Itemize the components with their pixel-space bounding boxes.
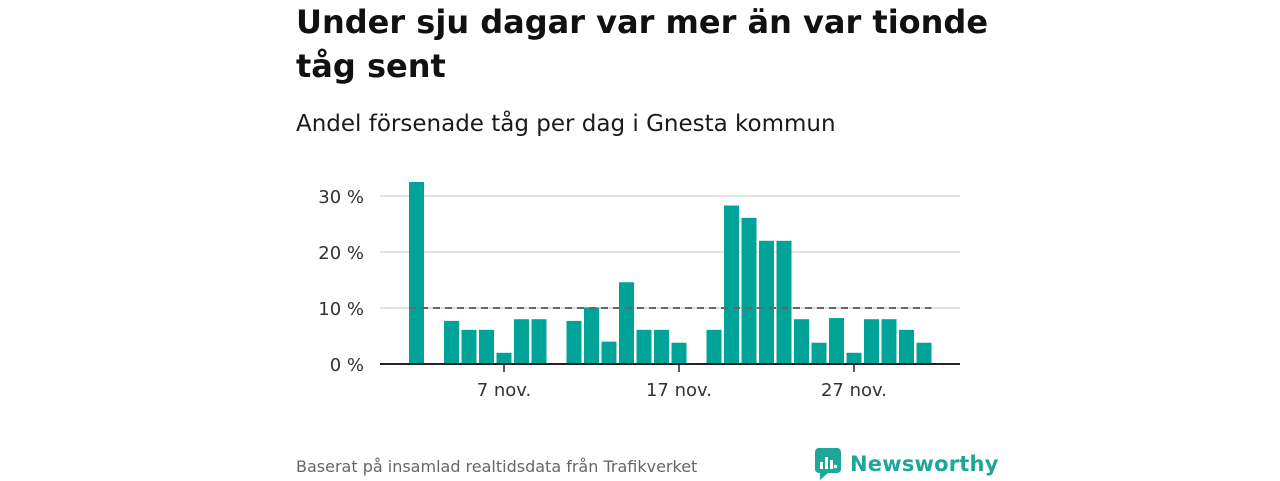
chart-subtitle: Andel försenade tåg per dag i Gnesta kom… <box>296 111 836 137</box>
x-tick-label: 27 nov. <box>821 380 887 401</box>
bar <box>444 320 459 364</box>
bar <box>654 329 669 364</box>
bar <box>864 319 879 364</box>
bar <box>619 282 634 364</box>
bar <box>671 342 687 364</box>
x-tick-label: 17 nov. <box>646 380 712 401</box>
x-axis <box>380 363 960 372</box>
y-tick-label: 10 % <box>318 299 364 320</box>
brand-name: Newsworthy <box>850 452 999 476</box>
bar <box>531 319 547 364</box>
bar <box>409 182 424 364</box>
newsworthy-logo-icon <box>815 448 841 480</box>
bar <box>759 240 774 364</box>
bars <box>409 182 932 364</box>
bar <box>899 329 914 364</box>
bar <box>811 342 827 364</box>
x-tick-label: 7 nov. <box>477 380 532 401</box>
bar <box>916 342 932 364</box>
y-axis-labels: 0 % 10 % 20 % 30 % <box>318 187 364 376</box>
bar <box>829 318 844 364</box>
y-tick-label: 0 % <box>330 355 364 376</box>
bar <box>724 205 739 364</box>
bar <box>514 319 529 364</box>
bar <box>881 319 897 364</box>
bar <box>584 307 599 364</box>
bar <box>776 240 792 364</box>
bar <box>794 319 809 364</box>
source-note: Baserat på insamlad realtidsdata från Tr… <box>296 457 698 476</box>
bar <box>496 352 512 364</box>
chart-title: Under sju dagar var mer än var tionde tå… <box>296 3 989 85</box>
x-axis-labels: 7 nov. 17 nov. 27 nov. <box>477 380 887 401</box>
bar <box>461 329 477 364</box>
y-tick-label: 20 % <box>318 243 364 264</box>
bar <box>846 352 862 364</box>
bar <box>706 329 722 364</box>
bar <box>741 217 757 364</box>
bar <box>566 320 582 364</box>
brand-logo[interactable]: Newsworthy <box>814 447 999 481</box>
bar <box>479 329 494 364</box>
y-tick-label: 30 % <box>318 187 364 208</box>
bar <box>601 341 617 364</box>
bar <box>636 329 652 364</box>
grid-lines <box>380 195 960 309</box>
